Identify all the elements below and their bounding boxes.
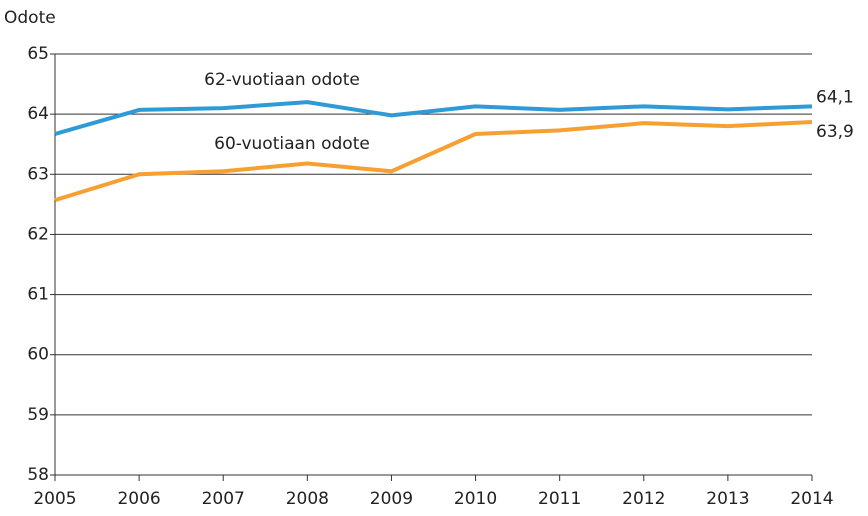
value-label: 63,9 [816, 122, 854, 142]
y-tick-label: 64 [27, 104, 49, 124]
x-tick-label: 2005 [33, 489, 76, 509]
value-label: 64,1 [816, 87, 854, 107]
y-tick-label: 58 [27, 465, 49, 485]
series-line [54, 100, 813, 136]
y-tick-label: 60 [27, 345, 49, 365]
x-tick-label: 2010 [454, 489, 497, 509]
series-line [54, 119, 813, 203]
x-tick-label: 2011 [538, 489, 581, 509]
series-label: 62-vuotiaan odote [204, 70, 360, 90]
x-tick-label: 2006 [117, 489, 160, 509]
x-tick-label: 2009 [370, 489, 413, 509]
y-tick-label: 63 [27, 164, 49, 184]
series-label: 60-vuotiaan odote [214, 134, 370, 154]
y-axis-label: Odote [4, 8, 56, 28]
x-tick-label: 2014 [790, 489, 833, 509]
x-tick-label: 2007 [202, 489, 245, 509]
x-tick-label: 2013 [706, 489, 749, 509]
y-tick-label: 61 [27, 285, 49, 305]
x-tick-label: 2008 [286, 489, 329, 509]
y-tick-label: 62 [27, 224, 49, 244]
y-tick-label: 59 [27, 405, 49, 425]
x-tick-label: 2012 [622, 489, 665, 509]
y-tick-label: 65 [27, 44, 49, 64]
